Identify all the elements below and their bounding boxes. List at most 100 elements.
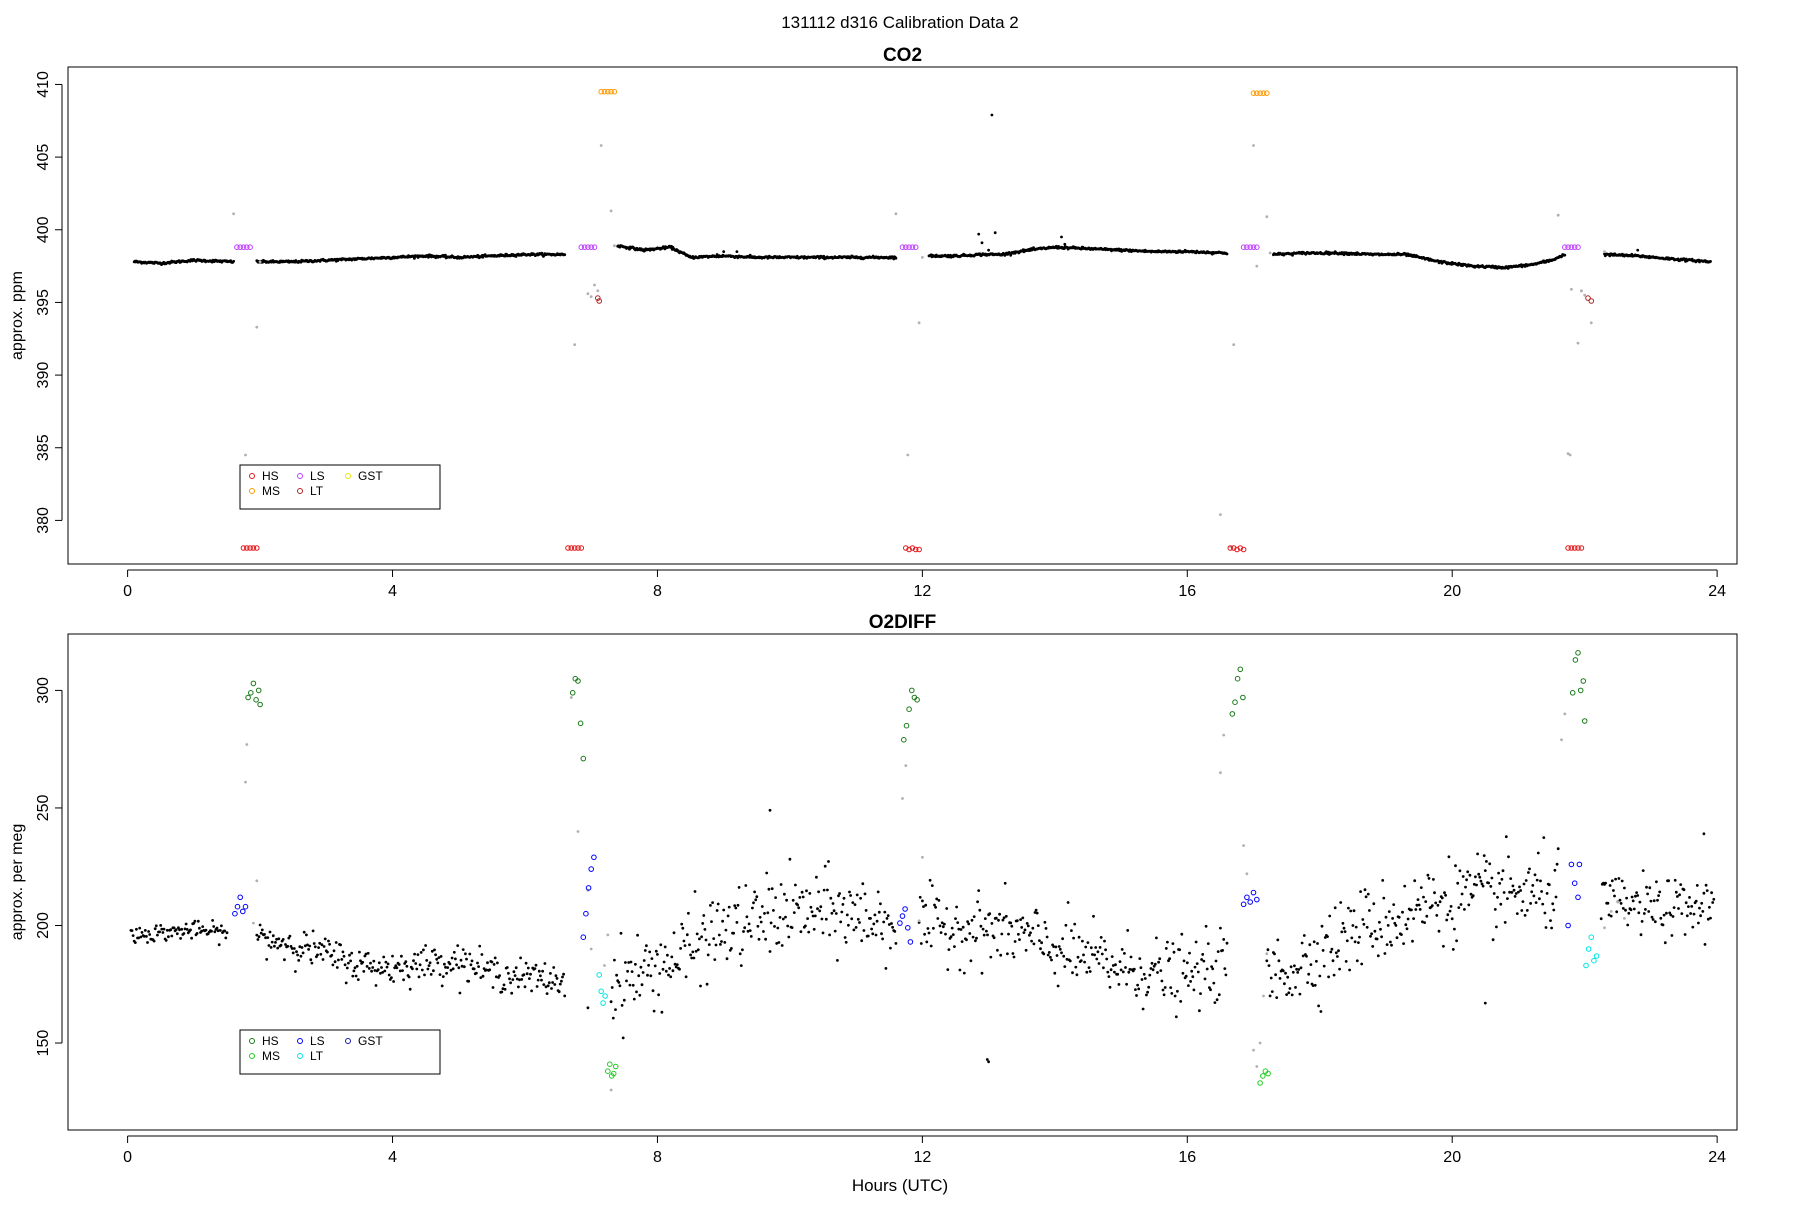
data-point xyxy=(611,88,618,95)
data-point xyxy=(1230,545,1237,551)
data-point xyxy=(1483,869,1487,872)
data-point xyxy=(725,957,729,961)
data-point xyxy=(645,944,648,948)
data-point xyxy=(891,925,894,929)
series-hs xyxy=(245,650,1588,762)
data-point xyxy=(909,244,916,250)
data-point xyxy=(557,990,561,994)
data-point xyxy=(250,680,257,687)
data-point xyxy=(1380,935,1383,939)
data-point xyxy=(1164,947,1168,950)
data-point xyxy=(258,260,262,264)
data-point xyxy=(685,933,689,937)
data-point xyxy=(1260,90,1267,96)
data-point xyxy=(562,972,565,976)
data-point xyxy=(1222,938,1226,941)
data-point xyxy=(613,244,616,248)
data-point xyxy=(349,959,352,963)
data-point xyxy=(654,949,658,953)
data-point xyxy=(371,966,375,969)
legend-label: HS xyxy=(262,469,279,483)
data-point xyxy=(607,1061,613,1067)
data-point xyxy=(1571,880,1578,887)
data-point xyxy=(1626,923,1630,927)
data-point xyxy=(1534,901,1538,904)
data-point xyxy=(1110,955,1114,958)
data-point xyxy=(1244,894,1250,901)
data-point xyxy=(1678,893,1681,897)
data-point xyxy=(445,971,448,975)
data-point xyxy=(1659,916,1663,920)
data-point xyxy=(635,990,638,994)
data-point xyxy=(1084,945,1088,949)
data-point xyxy=(1355,959,1359,963)
data-point xyxy=(800,890,804,894)
data-point xyxy=(1383,952,1387,955)
data-point xyxy=(322,945,326,948)
data-point xyxy=(1278,977,1282,980)
data-point xyxy=(1575,545,1581,551)
data-point xyxy=(949,935,953,939)
data-point xyxy=(972,915,976,918)
data-point xyxy=(743,926,747,930)
data-point xyxy=(1229,711,1236,717)
data-point xyxy=(598,88,605,95)
data-point xyxy=(1242,844,1245,847)
data-point xyxy=(722,250,726,254)
data-point xyxy=(922,905,925,908)
data-point xyxy=(1318,974,1322,978)
data-point xyxy=(960,940,964,943)
data-point xyxy=(1073,922,1077,926)
data-point xyxy=(345,966,349,970)
data-point xyxy=(1094,946,1098,949)
data-point xyxy=(1615,910,1619,914)
data-point xyxy=(1620,879,1624,883)
data-point xyxy=(439,955,443,958)
data-point xyxy=(481,974,485,978)
data-point xyxy=(1556,213,1560,217)
data-point xyxy=(1389,940,1392,944)
data-point xyxy=(598,988,605,995)
data-point xyxy=(366,951,370,955)
data-point xyxy=(1394,924,1398,927)
data-point xyxy=(505,966,509,969)
data-point xyxy=(1316,942,1319,945)
data-point xyxy=(1447,855,1451,859)
data-point xyxy=(1264,90,1270,96)
data-point xyxy=(1359,890,1362,893)
data-point xyxy=(300,946,304,949)
data-point xyxy=(213,930,217,934)
data-point xyxy=(609,1088,613,1092)
data-point xyxy=(945,907,949,910)
data-point xyxy=(649,974,653,978)
data-point xyxy=(1201,953,1205,956)
data-point xyxy=(1265,1070,1271,1077)
data-point xyxy=(1297,968,1301,971)
x-tick-label: 24 xyxy=(1708,583,1726,600)
data-point xyxy=(422,948,425,952)
data-point xyxy=(544,985,548,989)
data-point xyxy=(377,961,381,965)
data-point xyxy=(1512,888,1516,892)
data-point xyxy=(669,975,673,979)
data-point xyxy=(1576,861,1583,868)
data-point xyxy=(766,911,770,915)
x-tick-label: 12 xyxy=(913,1149,931,1166)
data-point xyxy=(1444,893,1447,897)
data-point xyxy=(1315,959,1318,963)
data-point xyxy=(1269,976,1273,980)
data-point xyxy=(257,701,263,708)
data-point xyxy=(417,975,421,979)
data-point xyxy=(695,932,699,936)
data-point xyxy=(903,545,909,551)
data-point xyxy=(514,966,518,970)
data-point xyxy=(394,964,398,967)
data-point xyxy=(1252,1048,1255,1052)
data-point xyxy=(588,244,595,250)
data-point xyxy=(376,968,380,972)
data-point xyxy=(1217,993,1221,997)
data-point xyxy=(889,946,892,950)
data-point xyxy=(1250,889,1257,896)
data-point xyxy=(323,937,327,941)
data-point xyxy=(615,973,618,977)
